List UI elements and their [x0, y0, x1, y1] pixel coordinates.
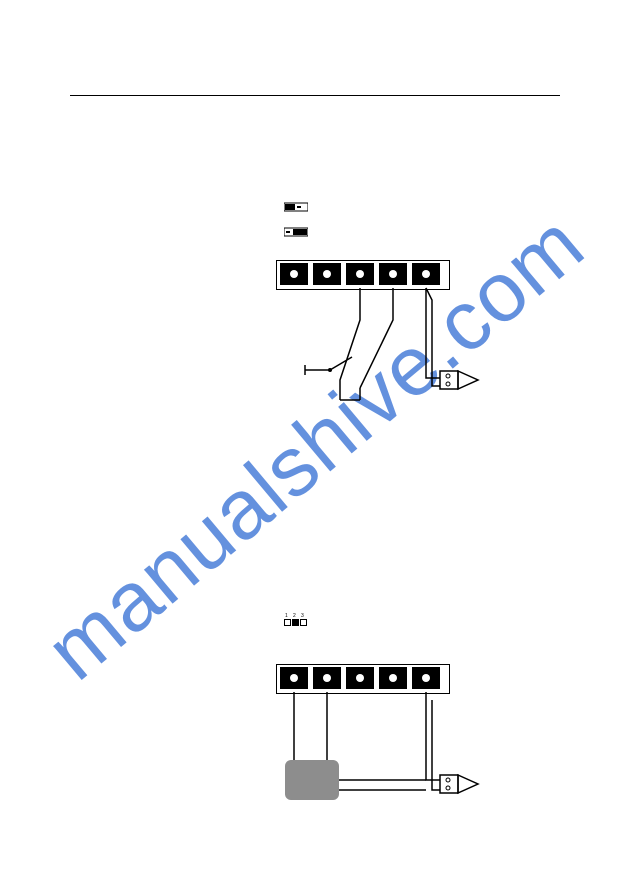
sensor-bottom — [440, 775, 478, 793]
page: manualshive.com — [0, 0, 629, 893]
wires-bottom — [0, 0, 629, 893]
